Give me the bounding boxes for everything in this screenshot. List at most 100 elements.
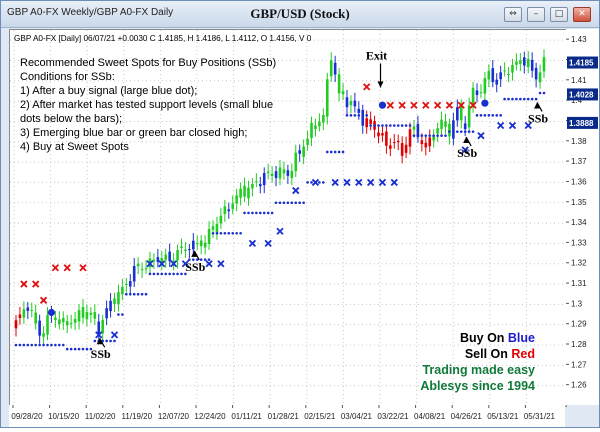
- notes-line: 2) After market has tested support level…: [20, 99, 273, 111]
- candle-body: [132, 266, 136, 282]
- window-title: GBP/USD (Stock): [250, 6, 350, 21]
- legend-row: Sell On Red: [465, 347, 535, 361]
- support-x-marker-stroke: [477, 132, 485, 140]
- minimize-button[interactable]: –: [527, 7, 545, 22]
- candle-body: [349, 100, 353, 106]
- candle-body: [381, 133, 384, 136]
- support-dot: [152, 272, 156, 276]
- support-dot: [50, 343, 53, 347]
- y-tick-label: 1.26: [571, 381, 587, 390]
- candle-body: [180, 246, 183, 248]
- candle-body: [479, 92, 483, 94]
- support-dot: [302, 201, 305, 205]
- candle-body: [459, 104, 463, 121]
- candle-body: [420, 140, 424, 145]
- support-dot: [164, 272, 168, 276]
- support-dot: [223, 231, 227, 235]
- support-dot: [396, 124, 400, 127]
- support-dot: [247, 211, 250, 215]
- annotation-arrowhead: [191, 250, 198, 257]
- y-tick-label: 1.41: [571, 76, 587, 85]
- candle-body: [310, 122, 313, 139]
- candle-body: [172, 260, 175, 264]
- candle-body: [160, 258, 164, 263]
- support-dot: [18, 343, 22, 347]
- support-dot: [136, 292, 140, 296]
- support-dot: [270, 211, 274, 215]
- candle-body: [266, 171, 270, 174]
- support-dot: [526, 97, 530, 101]
- notes-line: 1) After a buy signal (large blue dot);: [20, 85, 197, 97]
- candle-body: [436, 128, 439, 134]
- support-dot: [361, 114, 365, 117]
- candle-body: [448, 123, 451, 137]
- support-dot: [231, 231, 235, 235]
- candle-body: [239, 188, 242, 198]
- support-dot: [444, 134, 447, 137]
- support-dot: [519, 97, 522, 101]
- support-dot: [188, 258, 191, 261]
- support-dot: [192, 258, 195, 261]
- support-x-marker: [343, 178, 351, 187]
- support-dot: [144, 292, 148, 296]
- notes-line: 4) Buy at Sweet Spots: [20, 141, 129, 153]
- support-dot: [491, 114, 495, 117]
- maximize-button[interactable]: □: [550, 7, 568, 22]
- support-dot: [140, 292, 144, 296]
- support-x-marker-stroke: [146, 260, 154, 268]
- support-dot: [325, 150, 329, 154]
- support-x-marker: [205, 260, 213, 268]
- notes-line: 3) Emerging blue bar or green bar closed…: [20, 127, 247, 139]
- candle-body: [302, 146, 305, 157]
- support-dot: [81, 347, 85, 351]
- support-x-marker: [366, 178, 375, 187]
- resistance-x-marker: [433, 101, 442, 109]
- candle-body: [322, 115, 325, 123]
- support-dot: [333, 150, 337, 154]
- buy-signal-dot: [47, 308, 56, 317]
- candle-body: [117, 292, 120, 305]
- support-dot: [440, 134, 443, 137]
- support-dot: [148, 272, 152, 276]
- candle-body: [526, 59, 530, 68]
- chart-tabs[interactable]: GBP A0-FX Weekly/GBP A0-FX Daily: [7, 7, 174, 18]
- candle-body: [408, 129, 412, 147]
- support-x-marker-stroke: [205, 260, 213, 268]
- support-dot: [424, 134, 428, 137]
- support-dot: [436, 134, 439, 137]
- resistance-x-marker: [469, 101, 477, 109]
- plot-area[interactable]: GBP A0-FX [Daily] 06/07/21 +0.0030 C 1.4…: [9, 29, 567, 407]
- sync-button[interactable]: ⇔: [504, 7, 522, 22]
- x-tick-label: 09/28/20: [11, 412, 43, 421]
- support-dot: [160, 272, 164, 276]
- price-label-box: [567, 116, 598, 129]
- support-dot: [65, 347, 69, 351]
- y-tick-label: 1.4: [571, 96, 583, 105]
- support-dot: [58, 343, 61, 347]
- support-dot: [286, 201, 290, 205]
- close-button[interactable]: ✕: [573, 7, 591, 22]
- legend-row: Buy On Blue: [460, 331, 535, 345]
- resistance-x-marker: [457, 101, 465, 109]
- candle-body: [400, 143, 404, 156]
- support-x-marker-stroke: [497, 121, 505, 130]
- support-x-marker-stroke: [311, 178, 320, 187]
- support-dot: [487, 114, 491, 117]
- notes-line: Conditions for SSb:: [20, 71, 115, 83]
- candle-body: [73, 318, 77, 323]
- y-tick-label: 1.34: [571, 218, 587, 227]
- price-label-text: 1.4185: [569, 59, 594, 68]
- candle-body: [255, 181, 258, 183]
- candle-body: [140, 269, 144, 271]
- support-x-marker: [217, 260, 225, 268]
- candle-body: [294, 152, 298, 172]
- support-dot: [85, 347, 89, 351]
- resistance-x-marker: [79, 264, 87, 272]
- resistance-x-marker: [363, 83, 371, 91]
- support-dot: [369, 124, 372, 127]
- support-x-marker: [248, 239, 257, 248]
- support-dot: [105, 339, 108, 343]
- resistance-x-marker-stroke: [32, 280, 40, 288]
- candle-body: [195, 243, 199, 245]
- candle-body: [389, 145, 392, 149]
